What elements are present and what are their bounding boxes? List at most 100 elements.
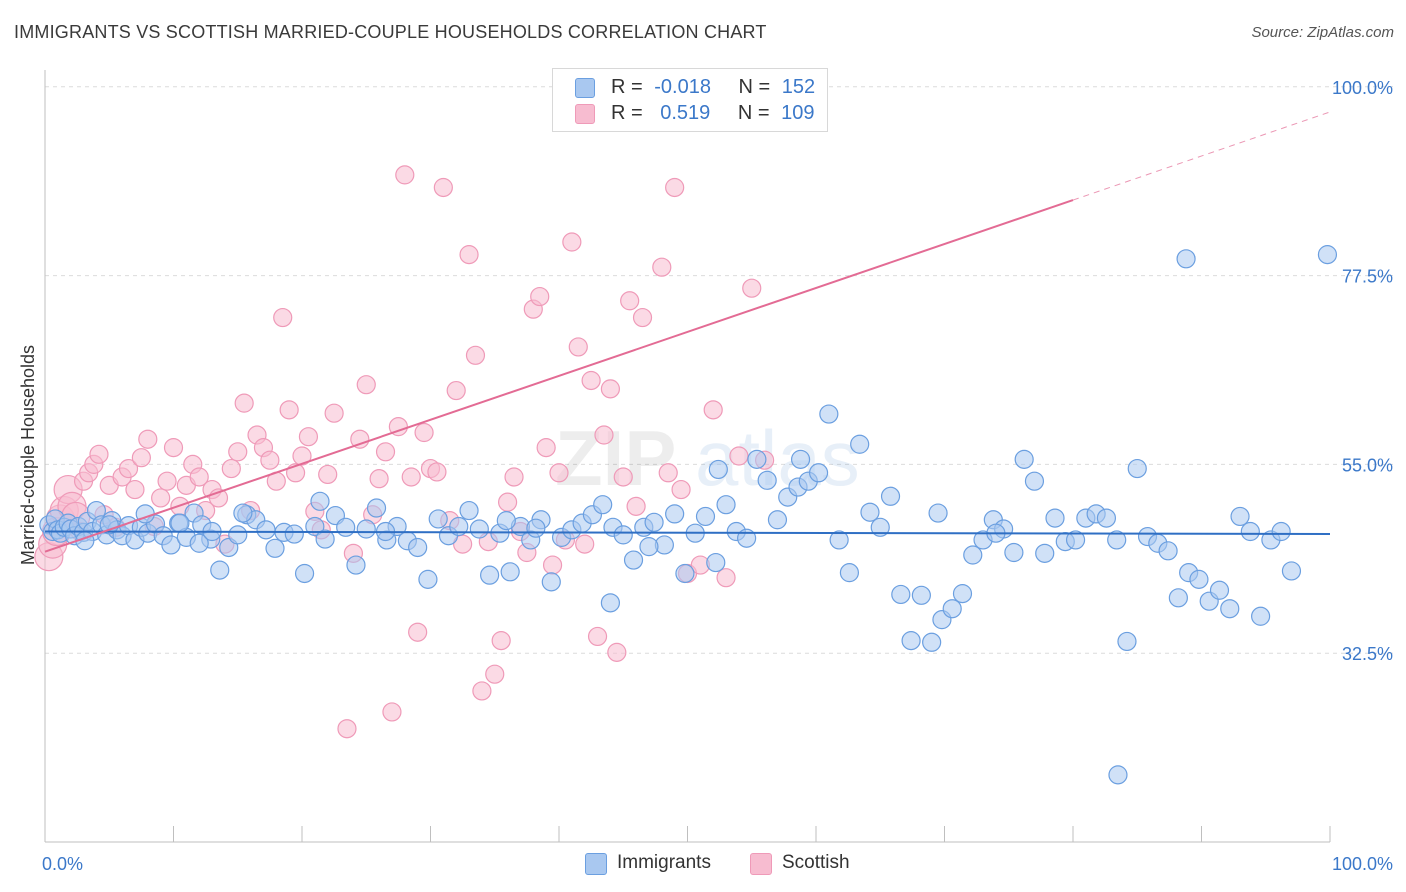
- immigrants-point: [808, 463, 829, 483]
- scottish-point: [318, 464, 338, 485]
- scottish-trend-extension: [1072, 111, 1331, 201]
- scottish-point: [138, 429, 158, 449]
- immigrants-point: [1065, 530, 1086, 550]
- immigrants-point: [1024, 471, 1045, 491]
- scottish-point: [157, 471, 177, 491]
- immigrants-n-label: N =: [738, 76, 771, 98]
- immigrants-point: [613, 525, 633, 545]
- scottish-n-label: N =: [737, 102, 770, 124]
- immigrants-point: [1189, 569, 1209, 589]
- immigrants-point: [911, 585, 931, 605]
- series-scottish: [34, 102, 775, 739]
- immigrants-point: [928, 503, 948, 523]
- immigrants-point: [1045, 508, 1065, 528]
- immigrants-r-label: R =: [611, 76, 643, 98]
- immigrants-point: [747, 449, 767, 469]
- scottish-point: [491, 631, 511, 651]
- scottish-point: [382, 702, 402, 722]
- immigrants-point: [449, 516, 469, 537]
- scottish-point: [671, 479, 691, 500]
- scottish-point: [388, 417, 408, 437]
- immigrants-point: [839, 563, 860, 583]
- immigrants-point: [480, 565, 500, 585]
- immigrants-point: [310, 491, 330, 511]
- immigrants-point: [1209, 580, 1230, 600]
- axes: [44, 70, 1331, 843]
- immigrants-point: [161, 535, 181, 555]
- immigrants-point: [623, 550, 644, 570]
- scottish-point: [716, 568, 736, 588]
- scottish-point: [549, 463, 569, 483]
- immigrants-point: [210, 560, 230, 580]
- scottish-point: [234, 393, 254, 413]
- scottish-point: [279, 400, 299, 420]
- scottish-point: [433, 177, 453, 198]
- scottish-point: [652, 257, 672, 277]
- scottish-point: [472, 681, 492, 701]
- scottish-point: [260, 450, 280, 470]
- tick-labels: 32.5% 55.0% 77.5% 100.0% 0.0% 100.0%: [42, 78, 1393, 874]
- immigrants-point: [469, 519, 489, 539]
- scottish-point: [568, 337, 588, 357]
- immigrants-point: [639, 537, 659, 557]
- bottom-immigrants-swatch: [585, 853, 607, 875]
- watermark-atlas: atlas: [695, 414, 860, 502]
- scottish-point: [414, 422, 434, 443]
- immigrants-point: [790, 449, 811, 469]
- immigrants-point: [228, 525, 248, 545]
- immigrants-point: [860, 502, 880, 522]
- immigrants-stats: R = -0.018 N = 152: [611, 76, 815, 99]
- scottish-point: [375, 442, 396, 462]
- source-label: Source: ZipAtlas.com: [1251, 24, 1394, 41]
- y-tick-label: 32.5%: [1342, 644, 1393, 664]
- scottish-point: [395, 165, 415, 185]
- scottish-point: [446, 380, 466, 401]
- immigrants-point: [265, 538, 285, 558]
- scottish-point: [350, 429, 370, 449]
- scottish-point: [356, 375, 376, 395]
- immigrants-point: [716, 495, 736, 515]
- y-axis-title: Married-couple Households: [18, 345, 38, 565]
- scottish-point: [292, 446, 312, 466]
- scottish-point: [118, 458, 139, 479]
- immigrants-point: [757, 470, 777, 490]
- scottish-point: [594, 425, 614, 445]
- scottish-point: [125, 479, 145, 500]
- immigrants-point: [593, 495, 613, 515]
- immigrants-point: [665, 504, 685, 524]
- y-tick-label: 100.0%: [1332, 78, 1393, 98]
- scottish-point: [427, 462, 447, 482]
- immigrants-point: [829, 530, 849, 550]
- scottish-point: [536, 438, 556, 458]
- trend-lines: [44, 111, 1331, 553]
- immigrants-point: [1317, 245, 1338, 265]
- immigrants-point: [366, 498, 387, 518]
- immigrants-point: [500, 562, 520, 582]
- immigrants-point: [1107, 530, 1127, 550]
- scottish-point: [163, 438, 184, 458]
- scottish-point: [587, 626, 608, 647]
- immigrants-point: [526, 518, 546, 538]
- immigrants-point: [1176, 249, 1196, 269]
- immigrants-point: [1096, 508, 1117, 528]
- bottom-scottish-label: Scottish: [782, 852, 850, 873]
- immigrants-point: [952, 584, 973, 604]
- scottish-trend-line: [44, 199, 1074, 553]
- immigrants-point: [1004, 542, 1024, 563]
- immigrants-point: [901, 631, 921, 651]
- immigrants-point: [356, 519, 376, 539]
- watermark-zip: ZIP: [555, 414, 676, 502]
- immigrants-point: [870, 517, 890, 537]
- immigrants-point: [600, 593, 621, 613]
- scottish-point: [658, 463, 678, 483]
- immigrants-point: [706, 552, 726, 573]
- immigrants-point: [1220, 599, 1240, 619]
- scottish-point: [575, 534, 595, 554]
- immigrants-point: [963, 545, 983, 565]
- scottish-point: [401, 467, 421, 487]
- immigrants-point: [284, 524, 304, 544]
- immigrants-point: [1240, 521, 1260, 542]
- scottish-point: [408, 622, 428, 642]
- scottish-point: [542, 555, 563, 575]
- immigrants-point: [880, 486, 901, 506]
